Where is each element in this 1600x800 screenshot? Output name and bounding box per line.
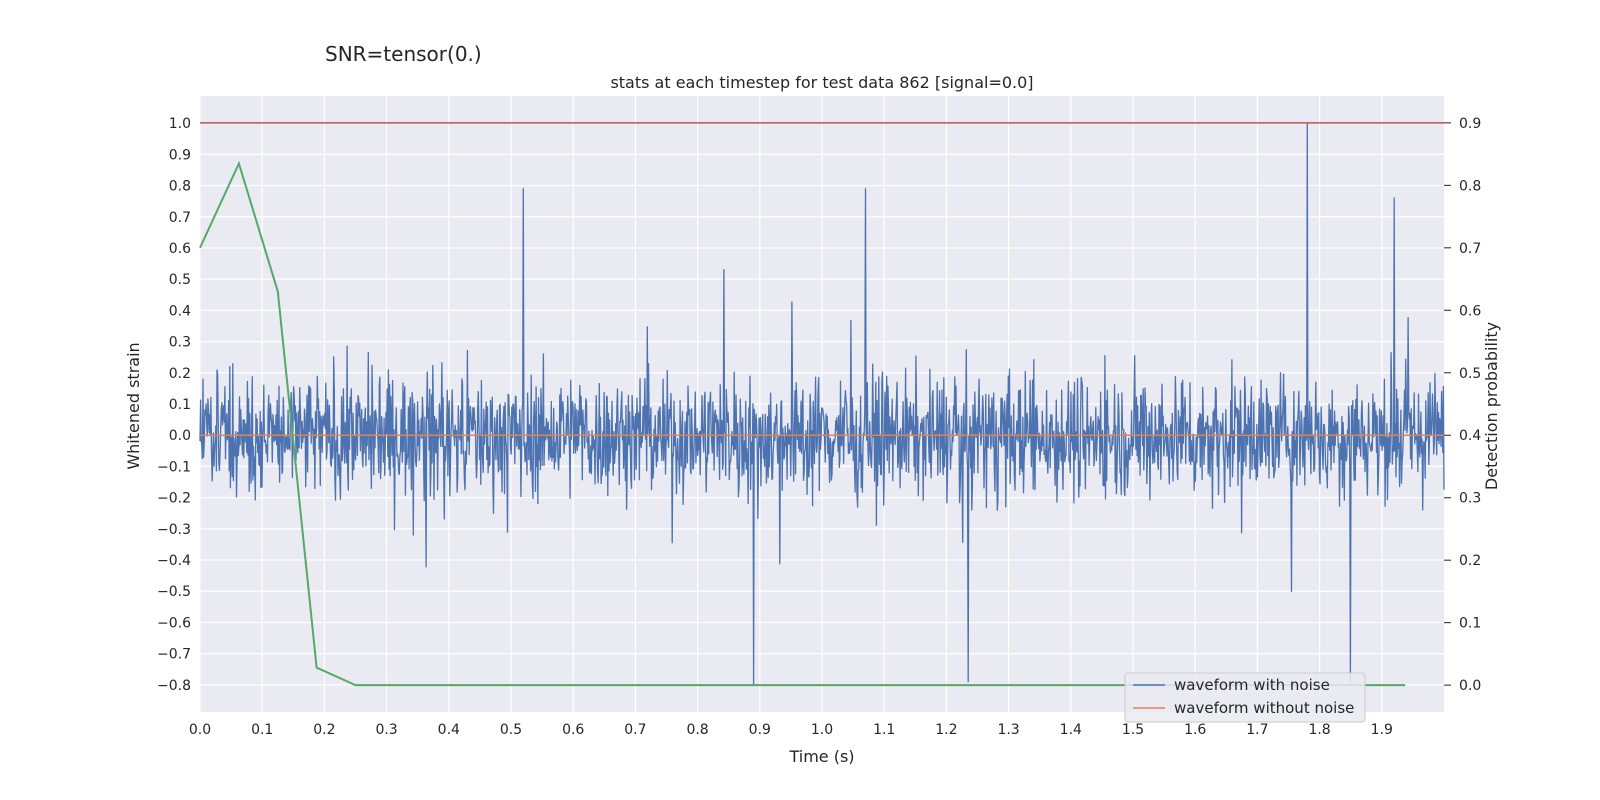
x-tick-label: 1.5 [1122, 722, 1144, 738]
y-tick-label-right: 0.6 [1459, 303, 1481, 319]
x-tick-label: 1.4 [1060, 722, 1082, 738]
x-tick-label: 1.6 [1184, 722, 1206, 738]
y-tick-label-right: 0.0 [1459, 678, 1481, 694]
y-tick-label-left: 0.1 [169, 397, 191, 413]
y-tick-label-left: 0.5 [169, 272, 191, 288]
y-tick-label-left: 0.3 [169, 335, 191, 351]
y-tick-label-left: 0.2 [169, 366, 191, 382]
y-tick-label-left: −0.5 [157, 584, 191, 600]
x-tick-label: 0.2 [313, 722, 335, 738]
y-tick-label-left: −0.3 [157, 522, 191, 538]
y-tick-label-left: 0.9 [169, 147, 191, 163]
y-tick-label-left: −0.6 [157, 615, 191, 631]
y-axis-label-left: Whitened strain [124, 342, 143, 469]
x-tick-label: 0.7 [624, 722, 646, 738]
y-tick-label-right: 0.2 [1459, 553, 1481, 569]
y-tick-label-right: 0.3 [1459, 491, 1481, 507]
y-tick-label-right: 0.9 [1459, 116, 1481, 132]
legend: waveform with noise waveform without noi… [1124, 672, 1366, 723]
noisy-waveform-layer [199, 122, 1445, 686]
y-tick-label-left: −0.4 [157, 553, 191, 569]
right-axis-ticks: 0.9 0.8 0.7 0.6 0.5 0.4 0.3 0.2 0.1 0.0 [1444, 116, 1481, 694]
legend-label-noisy: waveform with noise [1174, 676, 1330, 694]
legend-box [1124, 672, 1366, 723]
y-tick-label-left: −0.1 [157, 459, 191, 475]
legend-label-clean: waveform without noise [1174, 699, 1354, 717]
y-tick-label-right: 0.7 [1459, 241, 1481, 257]
x-tick-label: 1.9 [1371, 722, 1393, 738]
x-tick-label: 0.8 [686, 722, 708, 738]
y-axis-label-right: Detection probability [1482, 322, 1501, 490]
y-tick-label-left: −0.7 [157, 647, 191, 663]
y-tick-label-right: 0.1 [1459, 616, 1481, 632]
x-tick-label: 1.7 [1246, 722, 1268, 738]
x-tick-label: 0.5 [500, 722, 522, 738]
x-tick-label: 1.8 [1308, 722, 1330, 738]
x-tick-label: 0.4 [438, 722, 460, 738]
x-tick-label: 0.0 [189, 722, 211, 738]
y-tick-label-left: 0.0 [169, 428, 191, 444]
y-tick-label-left: 0.6 [169, 241, 191, 257]
figure-suptitle: SNR=tensor(0.) [325, 42, 482, 66]
x-tick-label: 0.9 [749, 722, 771, 738]
y-tick-label-right: 0.8 [1459, 178, 1481, 194]
y-tick-label-left: 0.7 [169, 210, 191, 226]
y-tick-label-left: −0.8 [157, 678, 191, 694]
x-tick-label: 0.3 [375, 722, 397, 738]
series-waveform-with-noise [199, 122, 1445, 686]
left-axis-ticks: 1.0 0.9 0.8 0.7 0.6 0.5 0.4 0.3 0.2 0.1 0.0 −0.1 −0.… [157, 116, 191, 694]
y-tick-label-right: 0.4 [1459, 428, 1481, 444]
y-tick-label-right: 0.5 [1459, 366, 1481, 382]
x-tick-label: 1.0 [811, 722, 833, 738]
x-tick-label: 0.6 [562, 722, 584, 738]
chart-title: stats at each timestep for test data 862… [610, 73, 1033, 92]
x-tick-label: 1.3 [997, 722, 1019, 738]
y-tick-label-left: 0.4 [169, 303, 191, 319]
y-tick-label-left: 1.0 [169, 116, 191, 132]
x-tick-label: 1.2 [935, 722, 957, 738]
x-tick-label: 0.1 [251, 722, 273, 738]
x-axis-label: Time (s) [788, 747, 854, 766]
y-tick-label-left: −0.2 [157, 491, 191, 507]
x-axis-ticks: 0.0 0.1 0.2 0.3 0.4 0.5 0.6 0.7 0.8 0.9 1.0 1.1 1.2 1… [189, 722, 1393, 738]
y-tick-label-left: 0.8 [169, 179, 191, 195]
x-tick-label: 1.1 [873, 722, 895, 738]
